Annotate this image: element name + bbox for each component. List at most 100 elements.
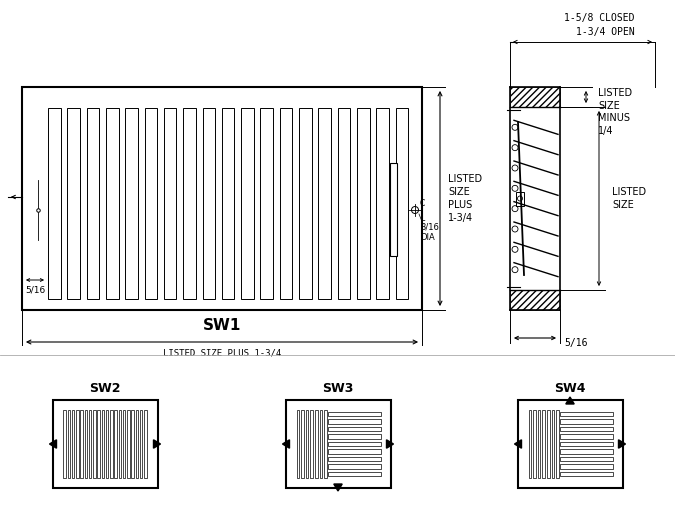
Text: 5/16: 5/16 xyxy=(25,286,45,294)
Text: LISTED
SIZE
MINUS
1/4: LISTED SIZE MINUS 1/4 xyxy=(598,89,632,135)
Text: SW1: SW1 xyxy=(202,318,241,333)
Bar xyxy=(301,410,304,478)
Bar xyxy=(518,400,622,488)
Bar xyxy=(560,427,612,431)
Bar xyxy=(319,410,322,478)
Text: C: C xyxy=(420,199,425,208)
Bar xyxy=(560,410,612,478)
Bar xyxy=(102,410,104,478)
Bar xyxy=(328,412,381,416)
Text: L: L xyxy=(420,214,425,223)
Bar xyxy=(538,410,540,478)
Bar xyxy=(560,472,612,477)
Text: 1-3/4 OPEN: 1-3/4 OPEN xyxy=(576,27,635,37)
Polygon shape xyxy=(618,440,626,448)
Bar xyxy=(299,108,312,299)
Bar xyxy=(560,457,612,462)
Bar xyxy=(280,108,292,299)
Bar xyxy=(89,410,91,478)
Bar xyxy=(560,449,612,454)
Bar xyxy=(560,442,612,446)
Bar xyxy=(68,108,80,299)
Bar xyxy=(144,410,146,478)
Text: 3/16
DIA: 3/16 DIA xyxy=(420,222,439,242)
Text: LISTED SIZE PLUS 1-3/4: LISTED SIZE PLUS 1-3/4 xyxy=(163,349,281,357)
Bar xyxy=(136,410,138,478)
Text: LISTED
SIZE
PLUS
1-3/4: LISTED SIZE PLUS 1-3/4 xyxy=(448,173,482,224)
Polygon shape xyxy=(49,440,57,448)
Bar xyxy=(84,410,87,478)
Bar xyxy=(63,410,66,478)
Bar xyxy=(241,108,254,299)
Bar xyxy=(68,410,70,478)
Polygon shape xyxy=(334,484,342,491)
Bar xyxy=(72,410,74,478)
Bar xyxy=(510,290,560,310)
Bar xyxy=(286,400,391,488)
Bar xyxy=(106,108,119,299)
Bar xyxy=(560,464,612,469)
Bar xyxy=(377,108,389,299)
Bar xyxy=(164,108,176,299)
Bar xyxy=(261,108,273,299)
Bar xyxy=(86,108,99,299)
Bar xyxy=(48,108,61,299)
Bar xyxy=(76,410,79,478)
Polygon shape xyxy=(387,440,394,448)
Bar xyxy=(516,192,524,205)
Bar xyxy=(310,410,313,478)
Bar xyxy=(202,108,215,299)
Bar xyxy=(547,410,549,478)
Bar xyxy=(114,410,117,478)
Bar xyxy=(97,410,100,478)
Bar xyxy=(338,108,350,299)
Bar xyxy=(328,449,381,454)
Text: SW4: SW4 xyxy=(554,381,586,394)
Bar xyxy=(110,410,113,478)
Polygon shape xyxy=(283,440,290,448)
Bar xyxy=(328,464,381,469)
Bar xyxy=(144,108,157,299)
Bar xyxy=(93,410,96,478)
Bar xyxy=(551,410,554,478)
Text: LISTED
SIZE: LISTED SIZE xyxy=(612,188,646,209)
Bar xyxy=(126,108,138,299)
Bar xyxy=(328,472,381,477)
Polygon shape xyxy=(514,440,522,448)
Bar xyxy=(328,434,381,439)
Bar xyxy=(529,410,531,478)
Bar xyxy=(396,108,408,299)
Bar xyxy=(328,419,381,424)
Bar xyxy=(296,410,299,478)
Bar xyxy=(132,410,134,478)
Bar xyxy=(390,163,397,256)
Bar xyxy=(510,87,560,107)
Bar xyxy=(306,410,308,478)
Bar xyxy=(183,108,196,299)
Bar xyxy=(328,410,381,478)
Bar xyxy=(222,108,234,299)
Bar xyxy=(22,87,422,310)
Bar xyxy=(560,419,612,424)
Bar xyxy=(127,410,130,478)
Bar xyxy=(119,410,121,478)
Bar xyxy=(53,400,157,488)
Bar xyxy=(357,108,370,299)
Polygon shape xyxy=(566,397,574,404)
Text: SW2: SW2 xyxy=(89,381,121,394)
Bar xyxy=(315,410,317,478)
Bar xyxy=(328,442,381,446)
Text: 5/16: 5/16 xyxy=(564,338,587,348)
Polygon shape xyxy=(153,440,161,448)
Bar xyxy=(328,457,381,462)
Bar xyxy=(319,108,331,299)
Bar xyxy=(123,410,126,478)
Bar xyxy=(80,410,83,478)
Bar xyxy=(560,434,612,439)
Text: SW3: SW3 xyxy=(323,381,354,394)
Bar xyxy=(106,410,109,478)
Bar xyxy=(328,427,381,431)
Bar xyxy=(556,410,559,478)
Bar xyxy=(543,410,545,478)
Text: 1-5/8 CLOSED: 1-5/8 CLOSED xyxy=(564,13,635,23)
